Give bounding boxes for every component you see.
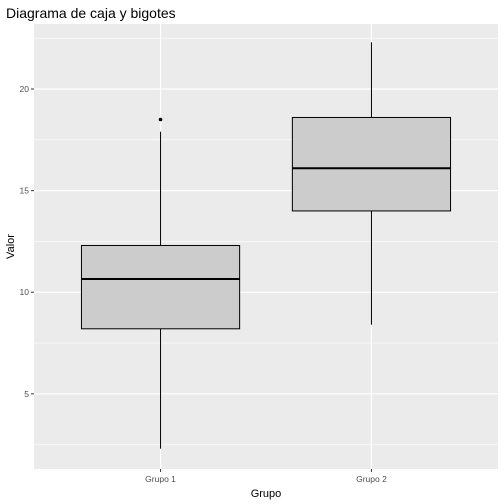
x-tick-label: Grupo 1 bbox=[145, 474, 176, 484]
x-axis-title: Grupo bbox=[251, 488, 282, 500]
box-iqr bbox=[291, 116, 452, 212]
y-tick-label: 5 bbox=[24, 389, 29, 399]
box-group bbox=[291, 42, 452, 325]
box-iqr bbox=[80, 244, 241, 330]
x-tick-label: Grupo 2 bbox=[356, 474, 387, 484]
y-tick-label: 20 bbox=[20, 84, 30, 94]
chart-title: Diagrama de caja y bigotes bbox=[6, 5, 176, 21]
boxes-layer bbox=[80, 42, 452, 449]
y-tick-label: 10 bbox=[20, 287, 30, 297]
outlier-point bbox=[158, 117, 163, 122]
y-tick-label: 15 bbox=[20, 186, 30, 196]
y-axis-ticks: 5 10 15 20 bbox=[20, 84, 34, 399]
grid-minor bbox=[34, 37, 498, 445]
y-axis-title: Valor bbox=[5, 234, 17, 259]
x-axis-ticks: Grupo 1 Grupo 2 bbox=[145, 469, 387, 484]
box-group bbox=[80, 117, 241, 449]
